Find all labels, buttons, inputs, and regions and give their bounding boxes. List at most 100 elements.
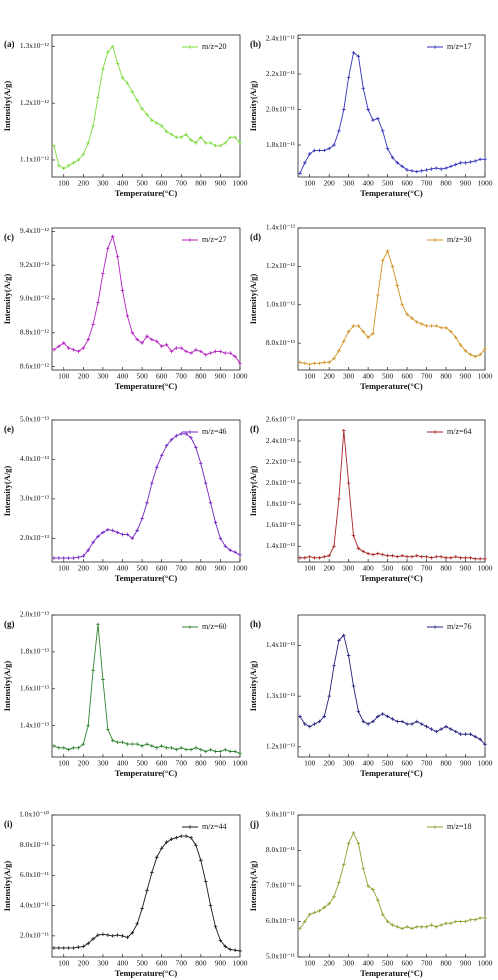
x-tick-label: 700 [421, 759, 433, 768]
x-tick-label: 600 [401, 959, 413, 968]
data-marker [424, 324, 429, 328]
data-marker [150, 870, 154, 875]
data-marker [189, 747, 193, 752]
data-marker [154, 745, 159, 750]
data-marker [351, 830, 356, 835]
data-marker [184, 747, 188, 752]
x-tick-label: 400 [117, 759, 129, 768]
data-marker [458, 919, 463, 924]
data-marker [400, 302, 405, 307]
y-tick-label: 2.0x10⁻¹³ [266, 478, 296, 487]
data-marker [238, 751, 242, 756]
plot-frame [51, 227, 241, 371]
legend-label: m/z=27 [202, 235, 227, 244]
data-marker [91, 540, 95, 545]
data-marker [317, 555, 322, 560]
x-tick-label: 300 [97, 564, 109, 573]
data-marker [410, 722, 414, 726]
data-marker [473, 734, 478, 739]
data-marker [154, 121, 159, 125]
data-marker [199, 858, 203, 863]
data-marker [140, 107, 144, 111]
data-marker [458, 161, 463, 165]
legend-marker [433, 825, 437, 829]
data-marker [473, 159, 478, 163]
data-marker [106, 527, 110, 532]
legend-label: m/z=76 [447, 622, 472, 631]
data-marker [390, 155, 395, 160]
data-marker [380, 258, 385, 263]
data-marker [76, 349, 81, 354]
data-marker [356, 546, 361, 551]
data-marker [376, 116, 380, 121]
data-marker [317, 361, 322, 366]
data-marker [453, 335, 458, 340]
x-tick-label: 300 [97, 372, 109, 381]
data-marker [337, 129, 341, 133]
data-marker [307, 362, 312, 367]
data-marker [238, 361, 242, 366]
data-marker [463, 732, 468, 736]
data-marker [57, 344, 61, 349]
data-marker [453, 162, 458, 167]
data-marker [179, 135, 184, 140]
data-marker [424, 554, 429, 559]
x-axis-title: Temperature(°C) [360, 573, 423, 583]
x-tick-label: 200 [78, 564, 90, 573]
data-marker [439, 167, 443, 171]
data-marker [298, 360, 302, 365]
x-tick-label: 900 [460, 959, 472, 968]
data-marker [189, 138, 193, 142]
y-axis-title: Intensity(A/g) [248, 466, 258, 517]
y-tick-label: 9.2x10⁻¹² [20, 260, 50, 269]
data-marker [478, 157, 482, 162]
data-marker [120, 288, 125, 293]
x-tick-label: 800 [195, 564, 207, 573]
y-tick-label: 1.0x10⁻¹² [266, 299, 296, 308]
data-marker [164, 840, 169, 844]
data-marker [101, 677, 105, 682]
data-marker [434, 729, 439, 734]
legend-label: m/z=30 [447, 235, 472, 244]
data-marker [130, 90, 135, 94]
x-tick-label: 800 [195, 759, 207, 768]
y-tick-label: 5.0x10⁻¹¹ [266, 952, 295, 961]
data-marker [332, 143, 336, 147]
x-tick-label: 500 [136, 564, 148, 573]
panel-label: (i) [4, 819, 13, 829]
data-marker [463, 555, 468, 560]
x-tick-label: 400 [363, 372, 375, 381]
data-marker [228, 749, 233, 754]
x-axis-title: Temperature(°C) [360, 768, 423, 778]
panel-label: (f) [250, 424, 259, 434]
data-marker [380, 712, 385, 716]
data-marker [91, 124, 95, 128]
legend-label: m/z=20 [202, 42, 227, 51]
x-tick-label: 100 [58, 564, 70, 573]
y-tick-label: 2.2x10⁻¹¹ [266, 69, 295, 78]
data-marker [361, 719, 366, 724]
data-marker [341, 633, 346, 638]
y-tick-label: 9.0x10⁻¹² [20, 294, 50, 303]
data-marker [463, 919, 468, 924]
data-marker [228, 351, 233, 355]
data-marker [218, 938, 223, 943]
y-tick-label: 9.0x10⁻¹¹ [266, 810, 295, 819]
data-marker [361, 866, 366, 871]
data-marker [366, 551, 370, 556]
data-marker [52, 347, 56, 352]
legend-marker [433, 625, 437, 629]
data-marker [228, 947, 233, 952]
data-marker [307, 724, 312, 729]
data-marker [150, 744, 154, 748]
data-marker [366, 107, 370, 112]
data-marker [337, 880, 341, 885]
y-tick-label: 4.0x10⁻¹³ [20, 454, 50, 463]
data-marker [199, 349, 203, 354]
x-tick-label: 500 [136, 959, 148, 968]
data-marker [429, 727, 434, 731]
x-tick-label: 900 [215, 759, 227, 768]
data-marker [135, 528, 139, 533]
x-axis-title: Temperature(°C) [115, 968, 178, 978]
data-marker [130, 742, 135, 746]
